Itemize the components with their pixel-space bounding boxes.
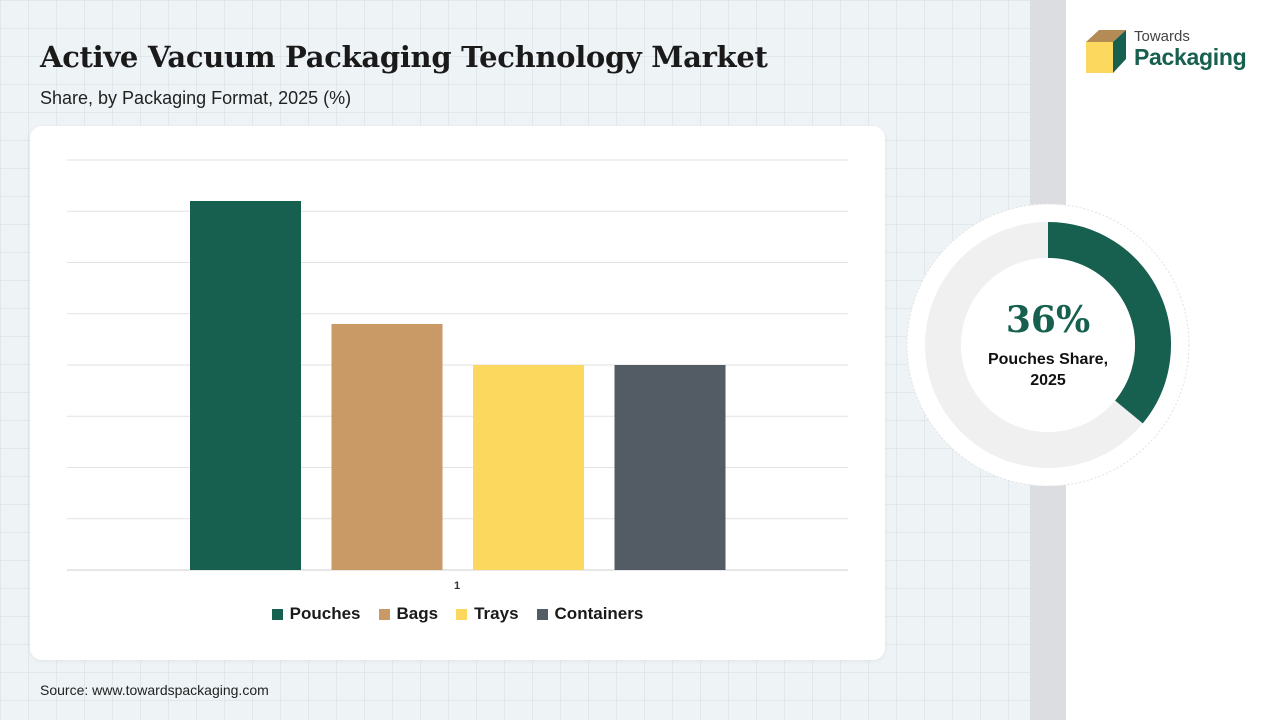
legend-swatch [271,608,283,620]
source-note: Source: www.towardspackaging.com [40,682,269,698]
box-logo-icon [1086,30,1126,73]
logo-text-towards: Towards [1134,28,1190,45]
legend-label: Bags [396,604,439,623]
bar-bags [331,324,443,570]
legend-swatch [456,608,468,620]
towards-packaging-logo: Towards Packaging [1082,28,1262,78]
page-subtitle: Share, by Packaging Format, 2025 (%) [40,88,352,108]
logo-text-packaging: Packaging [1134,44,1247,70]
legend-swatch [378,608,390,620]
page-title: Active Vacuum Packaging Technology Marke… [40,40,768,74]
donut-chart [906,203,1190,487]
bar-chart: 1 [67,159,848,592]
share-donut: 36% Pouches Share, 2025 [906,203,1190,487]
legend-swatch [536,608,548,620]
legend-label: Trays [474,604,519,623]
x-tick-label: 1 [454,580,460,592]
bar-trays [473,365,584,570]
chart-card: 1 Pouches Bags Trays Containers [30,126,885,660]
legend-item-bags: Bags [378,604,439,624]
legend-item-pouches: Pouches [271,604,361,624]
legend-label: Pouches [289,604,361,623]
bar-containers [614,365,726,570]
chart-legend: Pouches Bags Trays Containers [30,604,885,624]
donut-percentage: 36% [1005,299,1091,341]
legend-label: Containers [554,604,644,623]
donut-center [961,258,1135,432]
donut-share-arc [1047,222,1171,424]
legend-item-trays: Trays [456,604,519,624]
donut-label: Pouches Share, 2025 [987,351,1109,389]
legend-item-containers: Containers [536,604,644,624]
bar-pouches [190,201,301,570]
